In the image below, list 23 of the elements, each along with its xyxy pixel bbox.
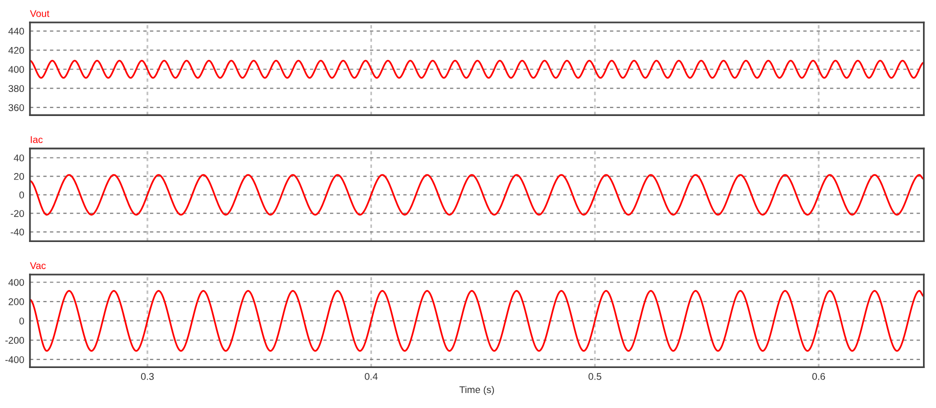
- y-tick-label: -200: [5, 336, 24, 344]
- y-tick-label: 0: [19, 318, 24, 324]
- y-tick-label: -20: [10, 210, 24, 217]
- x-tick-label: 0.5: [588, 373, 602, 380]
- chart-title: Iac: [30, 136, 43, 144]
- x-tick-label: 0.6: [812, 373, 825, 380]
- y-tick-label: 20: [14, 173, 24, 180]
- y-tick-label: 360: [8, 104, 24, 112]
- y-tick-label: 0: [19, 192, 24, 198]
- y-tick-label: -400: [5, 356, 24, 364]
- y-tick-label: 420: [8, 46, 24, 54]
- x-tick-label: 0.4: [364, 373, 378, 380]
- x-tick-label: 0.3: [141, 373, 154, 380]
- y-tick-label: 400: [8, 66, 24, 73]
- y-tick-label: 380: [8, 85, 24, 92]
- chart-title: Vac: [30, 262, 46, 270]
- y-tick-label: 440: [8, 28, 24, 35]
- x-axis-title: Time (s): [459, 386, 494, 396]
- y-tick-label: 40: [14, 154, 24, 162]
- chart-title: Vout: [30, 10, 50, 17]
- y-tick-label: -40: [10, 228, 24, 236]
- y-tick-label: 400: [8, 278, 24, 286]
- y-tick-label: 200: [8, 298, 24, 306]
